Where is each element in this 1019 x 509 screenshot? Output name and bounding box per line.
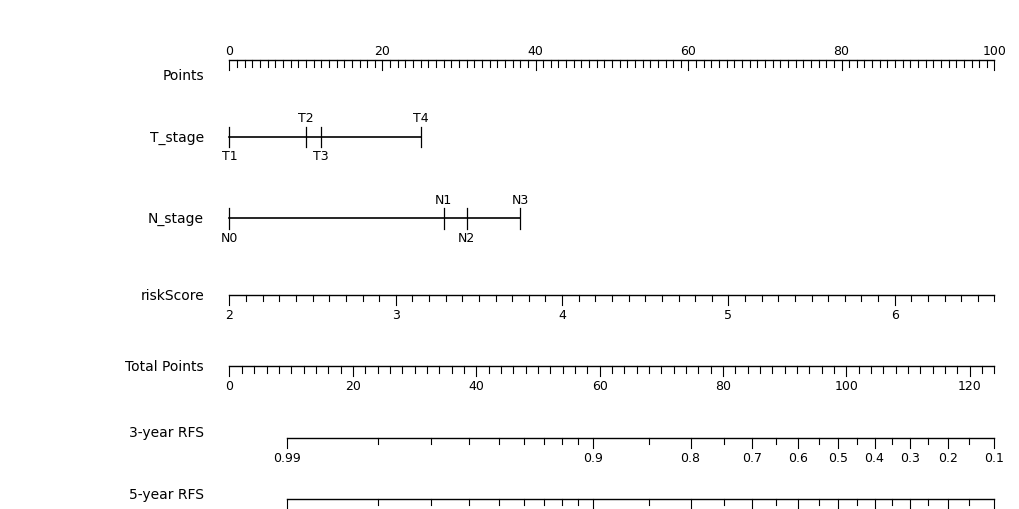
Text: 0.5: 0.5 <box>827 451 848 464</box>
Text: 0.1: 0.1 <box>983 451 1004 464</box>
Text: T2: T2 <box>298 112 314 125</box>
Text: T3: T3 <box>313 150 329 163</box>
Text: 80: 80 <box>714 380 731 392</box>
Text: N1: N1 <box>435 193 451 206</box>
Text: 0.7: 0.7 <box>741 451 761 464</box>
Text: Total Points: Total Points <box>125 359 204 374</box>
Text: 5-year RFS: 5-year RFS <box>128 487 204 501</box>
Text: 5: 5 <box>723 308 732 321</box>
Text: 0.99: 0.99 <box>273 451 301 464</box>
Text: 100: 100 <box>834 380 858 392</box>
Text: T_stage: T_stage <box>150 130 204 145</box>
Text: 0.3: 0.3 <box>899 451 919 464</box>
Text: N_stage: N_stage <box>148 212 204 226</box>
Text: 3-year RFS: 3-year RFS <box>128 426 204 440</box>
Text: 40: 40 <box>527 45 543 58</box>
Text: T4: T4 <box>413 112 428 125</box>
Text: Points: Points <box>162 69 204 83</box>
Text: 2: 2 <box>225 308 233 321</box>
Text: 40: 40 <box>468 380 484 392</box>
Text: N2: N2 <box>458 232 475 244</box>
Text: 0.6: 0.6 <box>788 451 808 464</box>
Text: 0.9: 0.9 <box>582 451 602 464</box>
Text: N3: N3 <box>512 193 528 206</box>
Text: 60: 60 <box>680 45 696 58</box>
Text: riskScore: riskScore <box>141 288 204 302</box>
Text: 20: 20 <box>374 45 390 58</box>
Text: 0: 0 <box>225 45 233 58</box>
Text: 60: 60 <box>591 380 607 392</box>
Text: 0.8: 0.8 <box>680 451 700 464</box>
Text: 4: 4 <box>557 308 566 321</box>
Text: N0: N0 <box>220 232 238 244</box>
Text: 120: 120 <box>957 380 980 392</box>
Text: 0.4: 0.4 <box>864 451 883 464</box>
Text: 0: 0 <box>225 380 233 392</box>
Text: 0.2: 0.2 <box>937 451 957 464</box>
Text: 100: 100 <box>981 45 1006 58</box>
Text: 3: 3 <box>391 308 399 321</box>
Text: 6: 6 <box>890 308 898 321</box>
Text: T1: T1 <box>221 150 237 163</box>
Text: 20: 20 <box>344 380 361 392</box>
Text: 80: 80 <box>833 45 849 58</box>
